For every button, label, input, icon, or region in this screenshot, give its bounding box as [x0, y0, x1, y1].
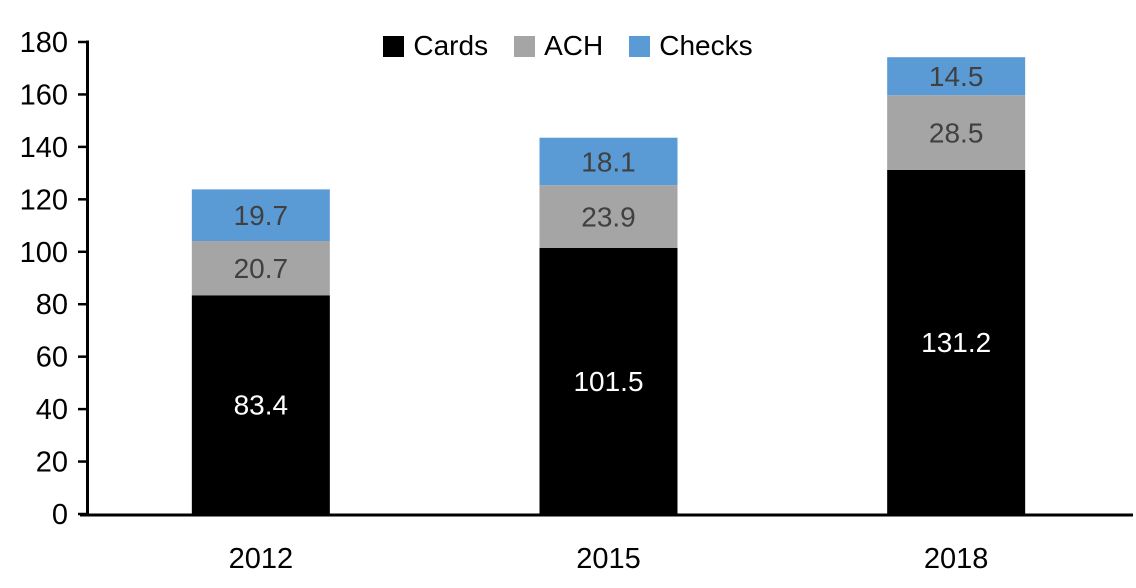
y-axis-tick-label: 120 — [20, 184, 68, 216]
y-axis-tick-label: 180 — [20, 27, 68, 59]
bar-value-label: 18.1 — [581, 146, 636, 177]
bar-value-label: 131.2 — [921, 327, 991, 358]
y-axis-tick-label: 60 — [36, 342, 68, 374]
bar-value-label: 101.5 — [573, 366, 643, 397]
y-axis-tick-label: 0 — [52, 499, 68, 531]
bar-value-label: 23.9 — [581, 202, 636, 233]
y-axis-tick-label: 140 — [20, 132, 68, 164]
x-axis-tick-label: 2018 — [924, 543, 989, 575]
bar-segment-2018-checks — [887, 57, 1026, 96]
y-axis-tick-label: 100 — [20, 237, 68, 269]
x-axis-tick-label: 2012 — [229, 543, 294, 575]
bar-value-label: 14.5 — [929, 61, 984, 92]
bar-segment-2012-checks — [191, 189, 330, 242]
y-axis-tick-label: 40 — [36, 394, 68, 426]
bar-value-label: 19.7 — [234, 200, 289, 231]
bar-segment-2018-ach — [887, 95, 1026, 170]
x-axis-tick-label: 2015 — [576, 543, 641, 575]
y-axis-tick-label: 80 — [36, 289, 68, 321]
bar-segment-2012-ach — [191, 241, 330, 296]
bar-value-label: 20.7 — [234, 253, 289, 284]
bar-value-label: 28.5 — [929, 118, 984, 149]
bar-segment-2018-cards — [887, 169, 1026, 514]
bar-value-label: 83.4 — [234, 390, 289, 421]
bar-segment-2012-cards — [191, 295, 330, 514]
bar-segment-2015-ach — [539, 185, 678, 248]
y-axis-tick-label: 20 — [36, 447, 68, 479]
bar-segment-2015-checks — [539, 137, 678, 186]
bar-segment-2015-cards — [539, 247, 678, 514]
y-axis-tick-label: 160 — [20, 79, 68, 111]
